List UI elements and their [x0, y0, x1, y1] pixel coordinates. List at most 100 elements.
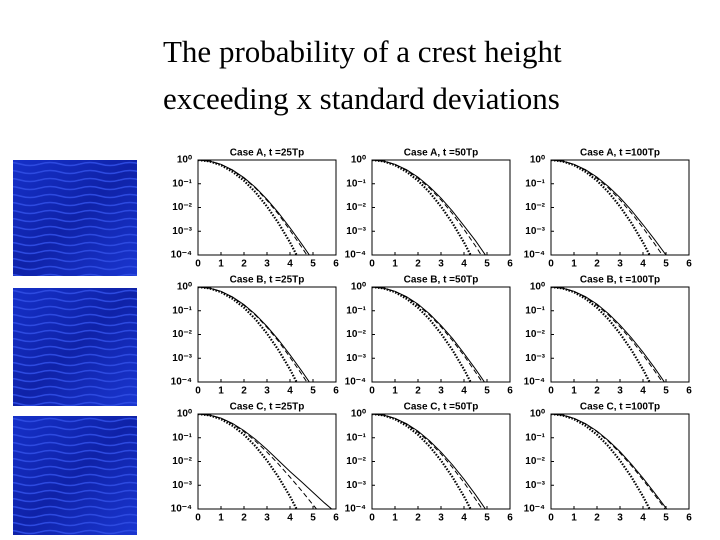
x-tick-label: 6: [507, 386, 513, 397]
y-tick-label: 10⁻¹: [346, 178, 366, 189]
series-line: [551, 160, 663, 255]
x-tick-label: 2: [241, 259, 247, 270]
x-tick-label: 0: [195, 513, 201, 524]
wave-texture: [13, 288, 137, 406]
plot-frame: [550, 413, 690, 510]
y-tick-label: 10⁻⁴: [345, 504, 366, 515]
y-tick-label: 10⁰: [351, 155, 366, 166]
y-tick-label: 10⁻³: [525, 353, 545, 364]
series-line: [551, 414, 668, 509]
x-tick-label: 2: [241, 386, 247, 397]
x-tick-label: 6: [686, 259, 692, 270]
x-tick-label: 5: [663, 259, 669, 270]
x-tick-label: 5: [310, 386, 316, 397]
chart-title: Case A, t =100Tp: [580, 148, 660, 159]
series-line: [372, 160, 482, 255]
series-line: [551, 414, 666, 509]
chart-title: Case B, t =25Tp: [230, 275, 305, 286]
y-tick-label: 10⁻⁴: [524, 250, 545, 261]
x-tick-label: 1: [392, 259, 398, 270]
series-line: [551, 287, 666, 382]
x-tick-label: 1: [218, 386, 224, 397]
x-tick-label: 4: [461, 386, 467, 397]
chart-title: Case A, t =50Tp: [404, 148, 478, 159]
x-tick-label: 6: [507, 259, 513, 270]
x-tick-label: 3: [617, 513, 623, 524]
chart: Case A, t =100Tp 10⁰ 10⁻¹ 10⁻² 10⁻³ 10⁻⁴0 1 2 3 4…: [524, 148, 693, 270]
x-tick-label: 4: [461, 259, 467, 270]
x-tick-label: 2: [594, 513, 600, 524]
wave-texture: [13, 416, 137, 535]
y-tick-label: 10⁻⁴: [524, 377, 545, 388]
y-tick-label: 10⁻⁴: [524, 504, 545, 515]
series-line: [372, 160, 472, 255]
y-tick-label: 10⁻³: [346, 353, 366, 364]
plot-frame: [371, 413, 511, 510]
chart-title: Case C, t =25Tp: [230, 402, 305, 413]
plot-frame: [550, 159, 690, 256]
y-tick-label: 10⁻³: [346, 226, 366, 237]
series-line: [372, 414, 483, 509]
chart-title: Case B, t =100Tp: [580, 275, 660, 286]
x-tick-label: 0: [548, 259, 554, 270]
x-tick-label: 2: [415, 259, 421, 270]
y-tick-label: 10⁻³: [172, 226, 192, 237]
x-tick-label: 0: [369, 513, 375, 524]
y-tick-label: 10⁰: [351, 282, 366, 293]
series-line: [551, 414, 651, 509]
y-tick-label: 10⁻²: [346, 202, 366, 213]
y-tick-label: 10⁻⁴: [345, 250, 366, 261]
x-tick-label: 1: [392, 386, 398, 397]
y-tick-label: 10⁻²: [346, 329, 366, 340]
y-tick-label: 10⁻²: [525, 202, 545, 213]
chart-title: Case B, t =50Tp: [404, 275, 479, 286]
chart: Case A, t =25Tp 10⁰ 10⁻¹ 10⁻² 10⁻³ 10⁻⁴0 1 2 3 4 5…: [171, 148, 340, 270]
x-tick-label: 5: [484, 386, 490, 397]
x-tick-label: 5: [310, 259, 316, 270]
x-tick-label: 5: [484, 259, 490, 270]
y-tick-label: 10⁰: [530, 409, 545, 420]
y-tick-label: 10⁻¹: [346, 432, 366, 443]
series-line: [198, 160, 310, 255]
x-tick-label: 3: [438, 259, 444, 270]
chart: Case C, t =25Tp 10⁰ 10⁻¹ 10⁻² 10⁻³ 10⁻⁴0 1 2 3 4 5…: [171, 402, 340, 524]
y-tick-label: 10⁻²: [346, 456, 366, 467]
y-tick-label: 10⁻¹: [172, 178, 192, 189]
plot-frame: [371, 159, 511, 256]
chart: Case C, t =50Tp 10⁰ 10⁻¹ 10⁻² 10⁻³ 10⁻⁴0 1 2 3 4 5…: [345, 402, 514, 524]
y-tick-label: 10⁻³: [172, 353, 192, 364]
x-tick-label: 3: [438, 513, 444, 524]
x-tick-label: 5: [663, 513, 669, 524]
y-tick-label: 10⁻²: [172, 456, 192, 467]
series-line: [372, 414, 472, 509]
x-tick-label: 1: [571, 513, 577, 524]
y-tick-label: 10⁻¹: [172, 432, 192, 443]
x-tick-label: 1: [218, 513, 224, 524]
x-tick-label: 1: [218, 259, 224, 270]
x-tick-label: 4: [287, 513, 293, 524]
chart-title: Case A, t =25Tp: [230, 148, 304, 159]
x-tick-label: 6: [686, 513, 692, 524]
x-tick-label: 1: [571, 259, 577, 270]
x-tick-label: 0: [195, 259, 201, 270]
x-tick-label: 2: [594, 386, 600, 397]
x-tick-label: 1: [571, 386, 577, 397]
x-tick-label: 0: [548, 386, 554, 397]
chart-title: Case C, t =100Tp: [580, 402, 660, 413]
x-tick-label: 4: [287, 386, 293, 397]
y-tick-label: 10⁻⁴: [171, 377, 192, 388]
y-tick-label: 10⁰: [177, 409, 192, 420]
x-tick-label: 3: [617, 386, 623, 397]
series-line: [198, 414, 318, 509]
x-tick-label: 4: [640, 386, 646, 397]
series-line: [372, 287, 483, 382]
series-line: [198, 160, 308, 255]
y-tick-label: 10⁻³: [525, 226, 545, 237]
plot-frame: [371, 286, 511, 383]
y-tick-label: 10⁻¹: [525, 305, 545, 316]
series-line: [551, 287, 651, 382]
y-tick-label: 10⁰: [530, 155, 545, 166]
y-tick-label: 10⁻¹: [346, 305, 366, 316]
